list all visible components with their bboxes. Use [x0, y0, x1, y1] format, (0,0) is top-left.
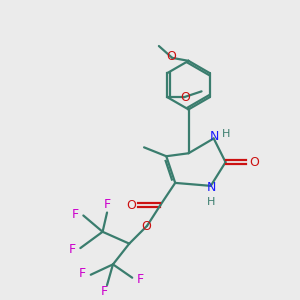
Text: N: N	[209, 130, 219, 142]
Text: H: H	[206, 197, 215, 207]
Text: O: O	[126, 199, 136, 212]
Text: N: N	[206, 181, 216, 194]
Text: F: F	[71, 208, 79, 220]
Text: O: O	[180, 91, 190, 104]
Text: H: H	[222, 129, 230, 139]
Text: O: O	[141, 220, 151, 233]
Text: F: F	[137, 273, 144, 286]
Text: F: F	[79, 267, 86, 280]
Text: O: O	[166, 50, 176, 63]
Text: F: F	[103, 198, 111, 211]
Text: F: F	[68, 243, 76, 256]
Text: O: O	[249, 156, 259, 169]
Text: F: F	[100, 285, 108, 298]
